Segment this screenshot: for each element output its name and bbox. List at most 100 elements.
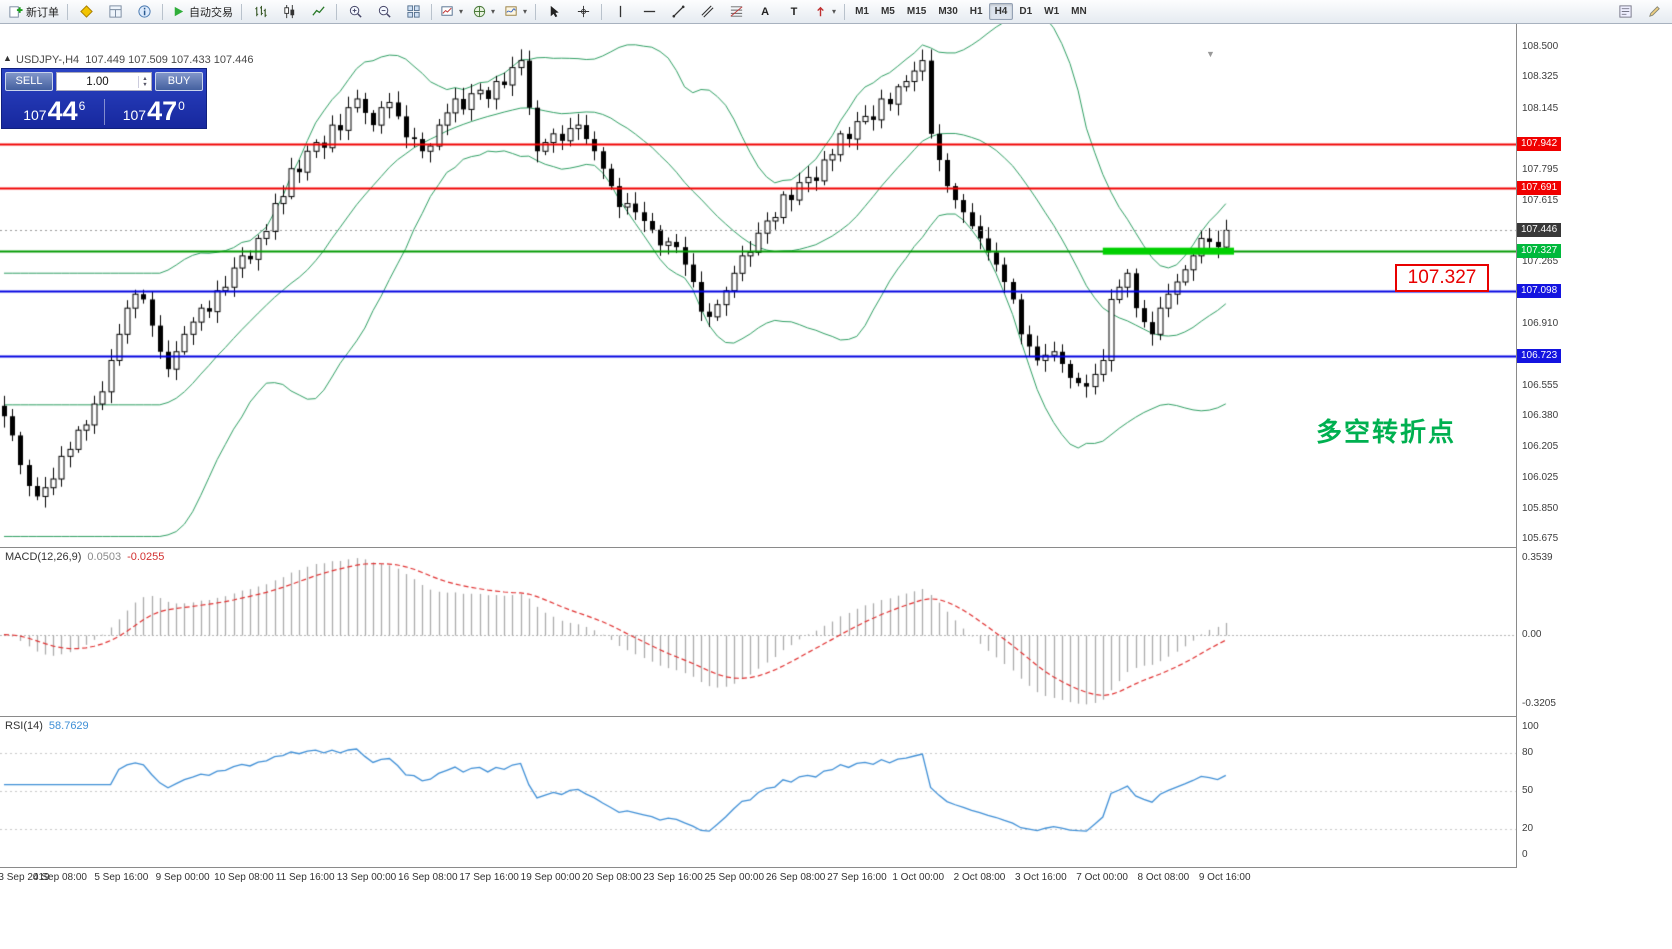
price-axis-label: 105.850 (1522, 502, 1559, 514)
timeframe-h1[interactable]: H1 (969, 6, 983, 17)
vertical-line-tool[interactable] (606, 1, 634, 23)
sell-price[interactable]: 107 44 6 (5, 98, 104, 125)
timeframe-h4[interactable]: H4 (988, 3, 1014, 20)
spinner-up-icon[interactable]: ▲ (142, 75, 148, 82)
rsi-axis-label: 100 (1522, 721, 1539, 732)
horizontal-line-tool[interactable] (635, 1, 663, 23)
chart-properties-button[interactable] (1611, 1, 1639, 23)
fibonacci-icon (730, 6, 742, 17)
date-label: 5 Sep 16:00 (94, 872, 149, 883)
auto-trading-label: 自动交易 (189, 6, 233, 19)
macd-canvas[interactable] (0, 548, 1516, 716)
macd-panel: MACD(12,26,9) 0.0503 -0.0255 (0, 548, 1516, 716)
market-watch-button[interactable] (72, 1, 100, 23)
price-tag: 107.446 (1517, 223, 1562, 238)
price-axis-label: 107.615 (1522, 194, 1559, 206)
tile-windows-icon (406, 5, 420, 18)
profiles-icon (473, 5, 486, 18)
date-label: 10 Sep 08:00 (214, 872, 274, 883)
chart-shift-marker-icon[interactable]: ▼ (1206, 49, 1215, 59)
channel-tool[interactable] (693, 1, 721, 23)
date-label: 8 Oct 08:00 (1137, 872, 1190, 883)
rsi-canvas[interactable] (0, 717, 1516, 867)
date-label: 26 Sep 08:00 (765, 872, 826, 883)
rsi-panel: RSI(14) 58.7629 (0, 717, 1516, 867)
price-axis-label: 106.910 (1522, 317, 1559, 329)
auto-trading-button[interactable]: 自动交易 (167, 1, 237, 23)
buy-price[interactable]: 107 47 0 (105, 98, 204, 125)
timeframe-m15[interactable]: M15 (906, 6, 927, 17)
chart-ohlc-values: 107.449 107.509 107.433 107.446 (85, 54, 254, 66)
one-click-trading-panel: SELL 1.00 ▲ ▼ BUY 107 44 6 107 47 0 (1, 68, 207, 129)
price-axis[interactable]: 108.500 108.325 108.145 107.795 107.615 107.2… (1516, 24, 1672, 868)
pencil-icon (1648, 6, 1660, 17)
profiles-dropdown[interactable]: ▾ (468, 1, 499, 23)
buy-price-small: 107 (122, 107, 147, 123)
data-window-button[interactable] (101, 1, 129, 23)
zoom-out-icon (378, 5, 391, 18)
horizontal-line-icon (643, 10, 655, 13)
arrows-tool-dropdown[interactable]: ▾ (809, 1, 840, 23)
macd-label: MACD(12,26,9) 0.0503 -0.0255 (5, 551, 164, 563)
spinner-down-icon[interactable]: ▼ (142, 81, 148, 88)
date-label: 2 Oct 08:00 (953, 872, 1006, 883)
trendline-tool[interactable] (664, 1, 692, 23)
volume-value: 1.00 (86, 75, 109, 88)
toolbar-separator (162, 3, 163, 20)
price-tag: 106.723 (1517, 349, 1562, 364)
time-axis[interactable]: 3 Sep 2019 4 Sep 08:00 5 Sep 16:00 9 Sep 00… (0, 868, 1516, 888)
caret-down-icon: ▾ (832, 7, 837, 16)
tile-windows-button[interactable] (399, 1, 427, 23)
new-order-button[interactable]: 新订单 (4, 1, 63, 23)
text-label-tool[interactable]: T (780, 1, 808, 23)
turning-point-note[interactable]: 多空转折点 (1316, 417, 1457, 447)
date-label: 3 Oct 16:00 (1014, 872, 1067, 883)
price-axis-label: 106.555 (1522, 379, 1559, 391)
timeframe-m30[interactable]: M30 (938, 6, 958, 17)
date-label: 27 Sep 16:00 (827, 872, 887, 883)
timeframe-m5[interactable]: M5 (880, 6, 895, 17)
date-label: 11 Sep 16:00 (275, 872, 335, 883)
sell-button[interactable]: SELL (5, 72, 53, 91)
toolbar-separator (431, 3, 432, 20)
data-window-icon (108, 5, 122, 18)
rsi-axis-label: 20 (1522, 823, 1534, 835)
zoom-out-button[interactable] (370, 1, 398, 23)
timeframe-m1[interactable]: M1 (855, 6, 869, 17)
date-label: 9 Sep 00:00 (155, 872, 210, 883)
bar-chart-type-button[interactable] (246, 1, 274, 23)
rsi-label: RSI(14) 58.7629 (5, 720, 89, 732)
new-chart-icon (441, 6, 453, 16)
panel-separator[interactable] (0, 547, 1672, 548)
toolbar-separator (67, 3, 68, 20)
one-click-collapse-arrow[interactable]: ▲ (3, 53, 12, 63)
trendline-icon (672, 5, 685, 18)
buy-button[interactable]: BUY (155, 72, 203, 91)
new-chart-dropdown[interactable]: ▾ (436, 1, 467, 23)
crosshair-button[interactable] (569, 1, 597, 23)
line-chart-type-button[interactable] (304, 1, 332, 23)
candlestick-type-button[interactable] (275, 1, 303, 23)
cursor-button[interactable] (540, 1, 568, 23)
price-axis-label: 105.675 (1522, 533, 1559, 545)
indicators-dropdown[interactable]: ▾ (500, 1, 531, 23)
timeframe-mn[interactable]: MN (1071, 6, 1087, 17)
main-toolbar: 新订单 自动交易 (0, 0, 1672, 24)
panel-separator[interactable] (0, 716, 1672, 717)
fibonacci-tool[interactable] (722, 1, 750, 23)
main-chart-canvas[interactable] (0, 24, 1516, 547)
timeframe-d1[interactable]: D1 (1019, 6, 1033, 17)
volume-spinner[interactable]: ▲ ▼ (138, 75, 151, 88)
chart-title: USDJPY-,H4 107.449 107.509 107.433 107.4… (16, 54, 254, 66)
volume-stepper[interactable]: 1.00 ▲ ▼ (56, 72, 152, 91)
text-tool[interactable]: A (751, 1, 779, 23)
zoom-in-button[interactable] (341, 1, 369, 23)
help-button[interactable] (1640, 1, 1668, 23)
toolbar-separator (241, 3, 242, 20)
play-icon (174, 6, 184, 17)
navigator-button[interactable] (130, 1, 158, 23)
price-tag: 107.942 (1517, 136, 1562, 151)
timeframe-w1[interactable]: W1 (1044, 6, 1060, 17)
date-label: 13 Sep 00:00 (336, 872, 397, 883)
price-annotation-box[interactable]: 107.327 (1395, 264, 1489, 292)
